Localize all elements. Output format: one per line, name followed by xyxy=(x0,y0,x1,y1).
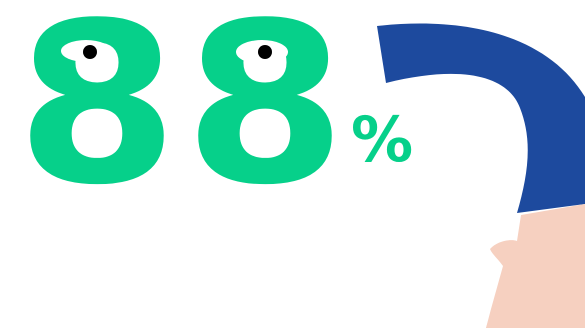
eye-left-icon xyxy=(61,40,111,62)
percent-sign: % xyxy=(351,103,413,176)
pointing-finger-icon xyxy=(486,262,515,328)
pupil-right xyxy=(258,45,272,59)
eye-right-icon xyxy=(236,40,288,64)
arm-sleeve-icon xyxy=(377,23,585,214)
pointing-hand-icon xyxy=(486,204,585,328)
digit-eight-left: 8 xyxy=(16,0,178,234)
pupil-left xyxy=(83,45,97,59)
digit-eight-right: 8 xyxy=(184,0,346,234)
